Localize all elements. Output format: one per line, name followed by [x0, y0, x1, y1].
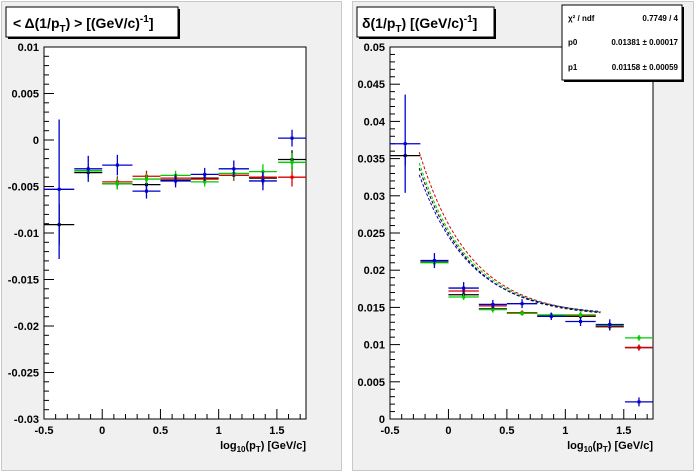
data-point-blue — [520, 302, 524, 306]
fit-stats-box: χ² / ndf 0.7749 / 4 p0 0.01381 ± 0.00017… — [561, 4, 684, 82]
y-tick-label: 0.005 — [357, 377, 385, 389]
data-point-red — [637, 346, 641, 350]
data-point-blue — [608, 323, 612, 327]
x-tick-label: 0.5 — [153, 425, 168, 437]
stats-box-frame — [561, 4, 683, 81]
chart-right: -0.5 0 0.5 1 1.50.050.0450.040.0350.030.0250… — [356, 4, 684, 454]
data-point-blue — [86, 167, 90, 171]
title-box-right-shadow-b — [359, 37, 496, 39]
data-point-blue — [403, 142, 407, 146]
chart-title-left: < Δ(1/pT) > [(GeV/c)-1] — [13, 14, 153, 35]
y-tick-label: 0.025 — [357, 228, 385, 240]
x-axis-label-right: log10(pT) [GeV/c] — [567, 440, 653, 454]
data-point-green — [144, 177, 148, 181]
y-tick-label: 0.05 — [364, 42, 385, 54]
chart-title-right: δ(1/pT) [(GeV/c)-1] — [362, 14, 477, 35]
data-point-blue — [57, 187, 61, 191]
data-point-green — [203, 180, 207, 184]
data-point-blue — [491, 302, 495, 306]
x-axis-label-left: log10(pT) [GeV/c] — [220, 440, 306, 454]
y-tick-label: 0.01 — [364, 340, 385, 352]
x-tick-label: 1.5 — [616, 425, 631, 437]
plot-frame-right — [389, 46, 654, 420]
data-point-blue — [432, 259, 436, 263]
chart-left: -0.5 0 0.5 1 1.5 0.01 0.005 0 -0.005 -0.01 -0.015 -… — [5, 6, 307, 454]
x-tick-label: -0.5 — [35, 425, 54, 437]
plot-frame-left — [43, 46, 307, 420]
data-point-green — [520, 311, 524, 315]
data-point-blue — [261, 179, 265, 183]
y-tick-label: 0 — [379, 414, 385, 426]
data-point-blue — [203, 172, 207, 176]
data-point-blue — [174, 179, 178, 183]
data-point-green — [637, 336, 641, 340]
x-tick-label: 1 — [216, 425, 222, 437]
data-point-blue — [144, 189, 148, 193]
y-tick-label: 0.01 — [18, 42, 39, 54]
stats-p0-value: 0.01381 ± 0.00017 — [611, 38, 678, 47]
y-tick-label: 0.015 — [357, 302, 385, 314]
y-tick-label: -0.03 — [14, 414, 39, 426]
stats-p1-value: 0.01158 ± 0.00059 — [612, 63, 679, 72]
x-tick-label: -0.5 — [381, 425, 400, 437]
stats-chi2-label: χ² / ndf — [568, 14, 595, 23]
data-point-blue — [290, 136, 294, 140]
x-tick-label: 1.5 — [269, 425, 284, 437]
fit-curve-green — [418, 162, 601, 313]
y-tick-label: -0.01 — [14, 228, 39, 240]
y-tick-label: 0.03 — [364, 191, 385, 203]
stats-box-shadow-b — [564, 80, 684, 82]
stats-p1-label: p1 — [568, 63, 578, 72]
x-tick-label: 1 — [562, 425, 568, 437]
data-point-blue — [115, 163, 119, 167]
y-tick-label: 0.02 — [364, 265, 385, 277]
y-tick-label: -0.025 — [8, 368, 39, 380]
data-point-blue — [579, 320, 583, 324]
x-tick-label: 0.5 — [499, 425, 514, 437]
data-point-green — [462, 295, 466, 299]
title-box-left — [5, 6, 179, 38]
y-tick-label: -0.005 — [8, 182, 39, 194]
data-point-green — [579, 313, 583, 317]
y-tick-label: 0.045 — [357, 79, 385, 91]
y-tick-label: -0.015 — [8, 275, 39, 287]
stats-box-shadow-r — [682, 7, 684, 82]
data-point-green — [290, 160, 294, 164]
y-tick-label: 0.005 — [11, 89, 39, 101]
data-marks-left — [44, 119, 306, 260]
axes-right: -0.5 0 0.5 1 1.50.050.0450.040.0350.030.0250… — [357, 42, 648, 437]
y-tick-label: 0 — [33, 135, 39, 147]
fit-curve-red — [418, 151, 601, 313]
stats-chi2-value: 0.7749 / 4 — [642, 14, 678, 23]
data-point-blue — [232, 167, 236, 171]
x-tick-label: 0 — [445, 425, 451, 437]
y-tick-label: 0.04 — [364, 116, 386, 128]
fit-curve-blue — [418, 174, 601, 312]
x-tick-label: 0 — [99, 425, 105, 437]
title-box-right-shadow-r — [494, 9, 496, 39]
title-box-left-shadow-b — [8, 37, 180, 39]
data-point-blue — [462, 286, 466, 290]
y-tick-label: -0.02 — [14, 321, 39, 333]
data-point-green — [115, 182, 119, 186]
stats-p0-label: p0 — [568, 38, 578, 47]
data-point-blue — [549, 314, 553, 318]
axes-left: -0.5 0 0.5 1 1.5 0.01 0.005 0 -0.005 -0.01 -0.015 -… — [8, 42, 301, 437]
data-marks-right — [390, 94, 653, 407]
data-point-red — [290, 175, 294, 179]
title-box-left-shadow-r — [178, 9, 180, 39]
data-point-blue — [637, 400, 641, 404]
data-point-green — [491, 308, 495, 312]
y-tick-label: 0.035 — [357, 154, 385, 166]
